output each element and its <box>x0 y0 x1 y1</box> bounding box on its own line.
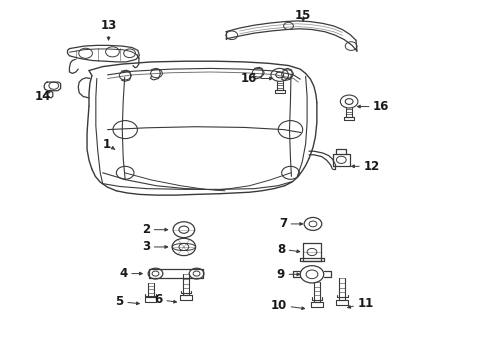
Text: 7: 7 <box>278 217 302 230</box>
Text: 5: 5 <box>115 295 139 308</box>
Text: 16: 16 <box>357 100 388 113</box>
Text: 3: 3 <box>142 240 167 253</box>
Text: 4: 4 <box>119 267 142 280</box>
Text: 8: 8 <box>276 243 299 256</box>
Text: 14: 14 <box>35 90 51 103</box>
Text: 11: 11 <box>347 297 373 310</box>
Text: 15: 15 <box>294 9 311 22</box>
Text: 16: 16 <box>240 72 272 85</box>
Text: 10: 10 <box>270 299 304 312</box>
Text: 9: 9 <box>276 268 299 281</box>
Text: 1: 1 <box>102 138 115 150</box>
Text: 2: 2 <box>142 223 167 236</box>
Text: 12: 12 <box>351 160 379 173</box>
Text: 6: 6 <box>154 293 176 306</box>
Text: 13: 13 <box>100 19 117 40</box>
